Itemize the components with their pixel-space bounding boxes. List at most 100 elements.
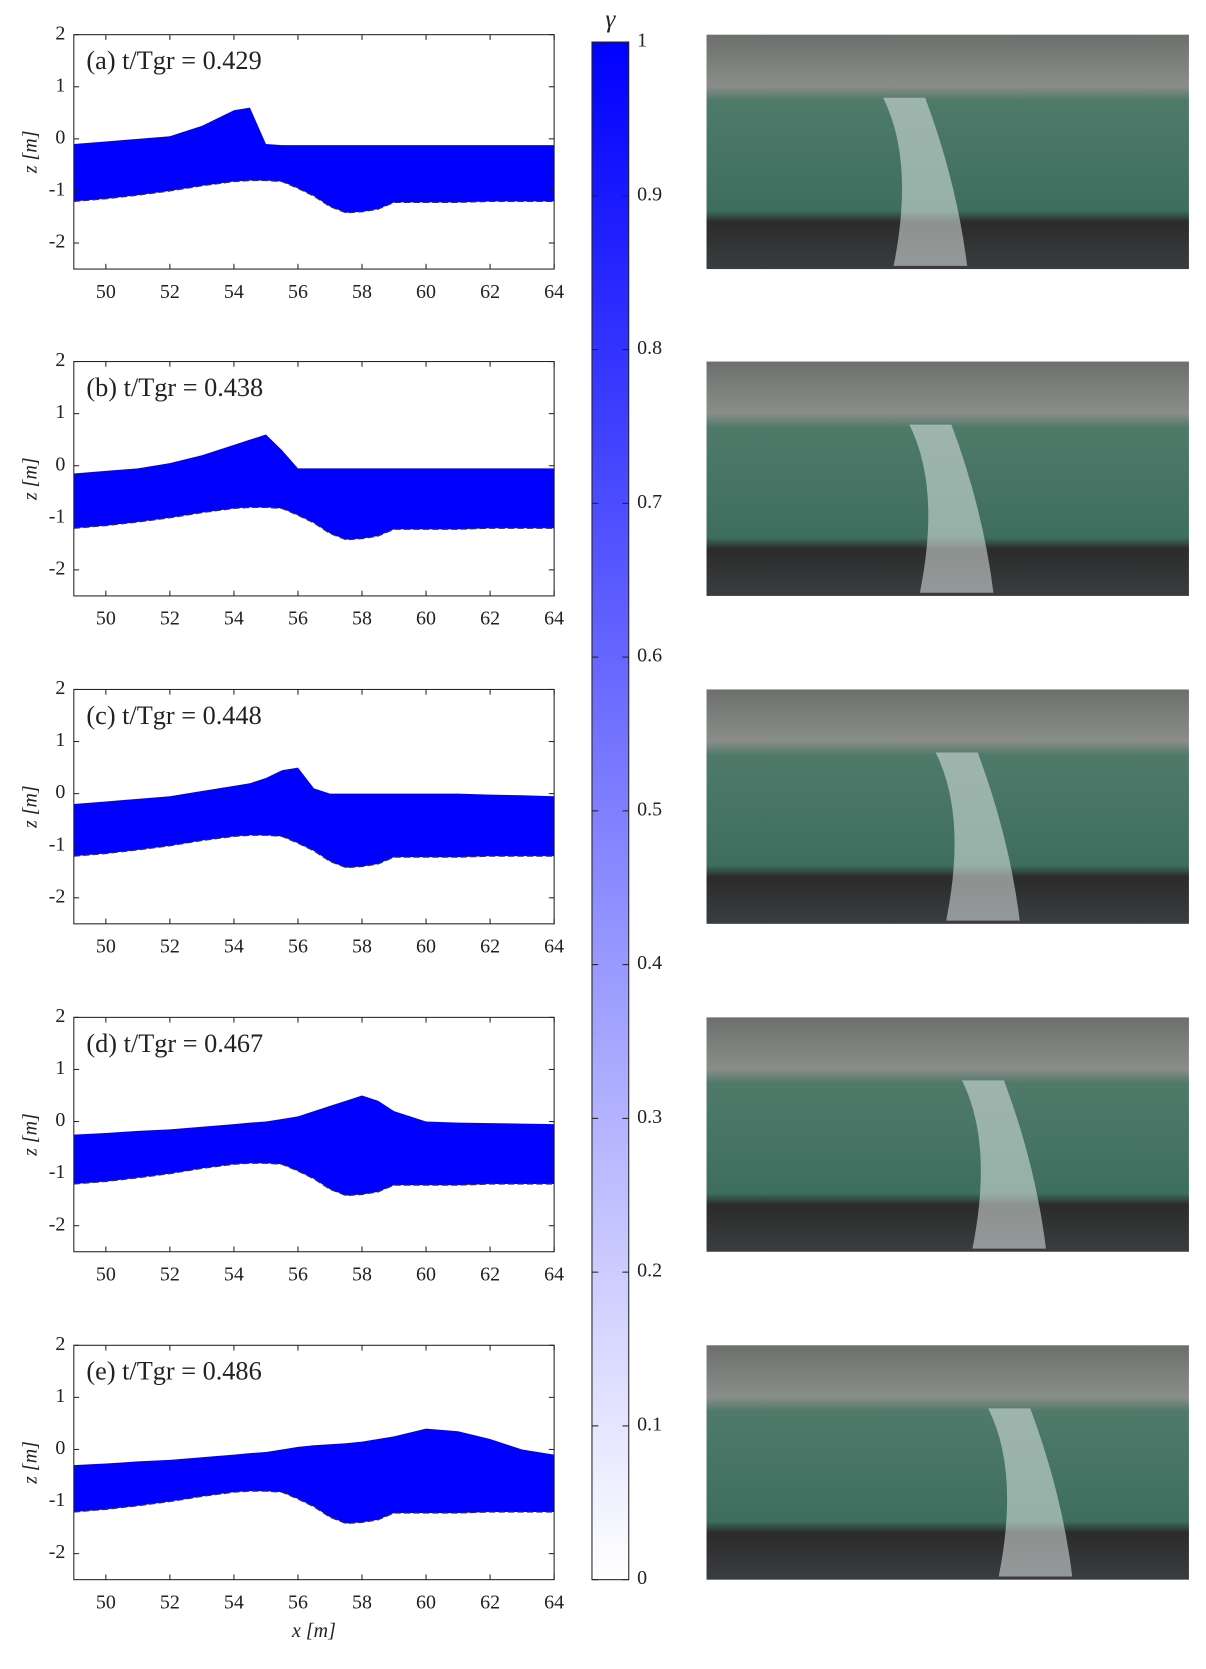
photo-foam [909,424,994,593]
colorbar-tick-label: 0.7 [637,491,662,513]
y-tick-label: 0 [55,1437,65,1459]
panel-title: (b) t/Tgr = 0.438 [86,373,263,402]
x-tick-label: 60 [416,1591,436,1613]
x-tick-label: 58 [352,1591,372,1613]
y-axis-label: z [m] [19,1441,41,1485]
y-tick-label: -1 [49,1161,66,1183]
bed-line [73,1490,555,1525]
axes-frame [73,1016,555,1253]
y-tick-label: 2 [55,1005,65,1027]
x-tick-label: 64 [544,608,564,630]
x-tick-label: 58 [352,936,372,958]
bed-line [73,179,555,214]
x-tick-label: 50 [96,1591,116,1613]
y-tick-label: 0 [55,781,65,803]
x-tick-label: 52 [160,936,180,958]
water-area [73,107,555,213]
x-tick-label: 60 [416,936,436,958]
y-tick-label: 0 [55,453,65,475]
x-tick-label: 56 [288,936,308,958]
x-tick-label: 50 [96,1264,116,1286]
x-tick-label: 60 [416,1264,436,1286]
x-tick-label: 60 [416,608,436,630]
photo-foam [988,1408,1073,1577]
y-tick-label: 1 [55,729,65,751]
y-axis-label: z [m] [19,131,41,175]
y-tick-label: -2 [49,231,66,253]
x-tick-label: 50 [96,281,116,303]
axes-frame [73,1344,555,1581]
y-tick-label: 2 [55,349,65,371]
colorbar-tick-label: 0.9 [637,183,662,205]
y-tick-label: -1 [49,833,66,855]
x-tick-label: 54 [224,1264,244,1286]
x-tick-label: 62 [480,1264,500,1286]
colorbar-tick-label: 0 [637,1567,647,1589]
colorbar-tick-label: 0.3 [637,1106,662,1128]
axes-frame [73,34,555,270]
y-tick-label: 2 [55,22,65,44]
y-tick-label: 1 [55,1057,65,1079]
x-tick-label: 52 [160,608,180,630]
x-tick-label: 64 [544,936,564,958]
x-tick-label: 56 [288,608,308,630]
colorbar-tick-label: 0.8 [637,337,662,359]
bed-line [73,834,555,869]
y-tick-label: -2 [49,1213,66,1235]
y-tick-label: -2 [49,557,66,579]
x-tick-label: 62 [480,281,500,303]
y-axis-label: z [m] [19,785,41,829]
colorbar-tick-label: 0.2 [637,1260,662,1282]
x-tick-label: 54 [224,1591,244,1613]
x-tick-label: 64 [544,1591,564,1613]
x-tick-label: 52 [160,1591,180,1613]
x-tick-label: 62 [480,936,500,958]
water-area [73,767,555,868]
y-tick-label: -2 [49,1541,66,1563]
panel-title: (a) t/Tgr = 0.429 [86,46,261,75]
y-tick-label: -1 [49,179,66,201]
x-tick-label: 50 [96,608,116,630]
y-tick-label: 1 [55,74,65,96]
y-tick-label: 1 [55,1385,65,1407]
x-tick-label: 50 [96,936,116,958]
y-tick-label: 1 [55,401,65,423]
bed-line [73,506,555,541]
y-tick-label: 2 [55,677,65,699]
x-tick-label: 64 [544,281,564,303]
colorbar-label: γ [605,6,616,33]
y-tick-label: -2 [49,885,66,907]
y-tick-label: -1 [49,505,66,527]
x-tick-label: 52 [160,1264,180,1286]
panel-title: (d) t/Tgr = 0.467 [86,1029,263,1058]
x-tick-label: 54 [224,936,244,958]
y-axis-label: z [m] [19,457,41,501]
colorbar-tick-label: 0.5 [637,798,662,820]
water-area [73,1428,555,1524]
water-area [73,434,555,540]
colorbar-tick-label: 1 [637,30,647,52]
x-tick-label: 54 [224,281,244,303]
x-axis-label: x [m] [291,1620,336,1642]
x-tick-label: 54 [224,608,244,630]
photo-foam [961,1080,1046,1249]
y-tick-label: 0 [55,126,65,148]
y-tick-label: 0 [55,1109,65,1131]
x-tick-label: 56 [288,281,308,303]
x-tick-label: 56 [288,1591,308,1613]
water-area [73,1095,555,1196]
x-tick-label: 62 [480,1591,500,1613]
colorbar-tick-label: 0.6 [637,645,662,667]
panel-title: (c) t/Tgr = 0.448 [86,701,261,730]
x-tick-label: 58 [352,1264,372,1286]
experiment-photo [706,689,1189,924]
colorbar-tick-label: 0.4 [637,952,662,974]
y-tick-label: -1 [49,1489,66,1511]
axes-frame [73,361,555,597]
x-tick-label: 58 [352,608,372,630]
x-tick-label: 58 [352,281,372,303]
photo-foam [935,752,1020,921]
axes-frame [73,688,555,925]
panel-title: (e) t/Tgr = 0.486 [86,1357,261,1386]
